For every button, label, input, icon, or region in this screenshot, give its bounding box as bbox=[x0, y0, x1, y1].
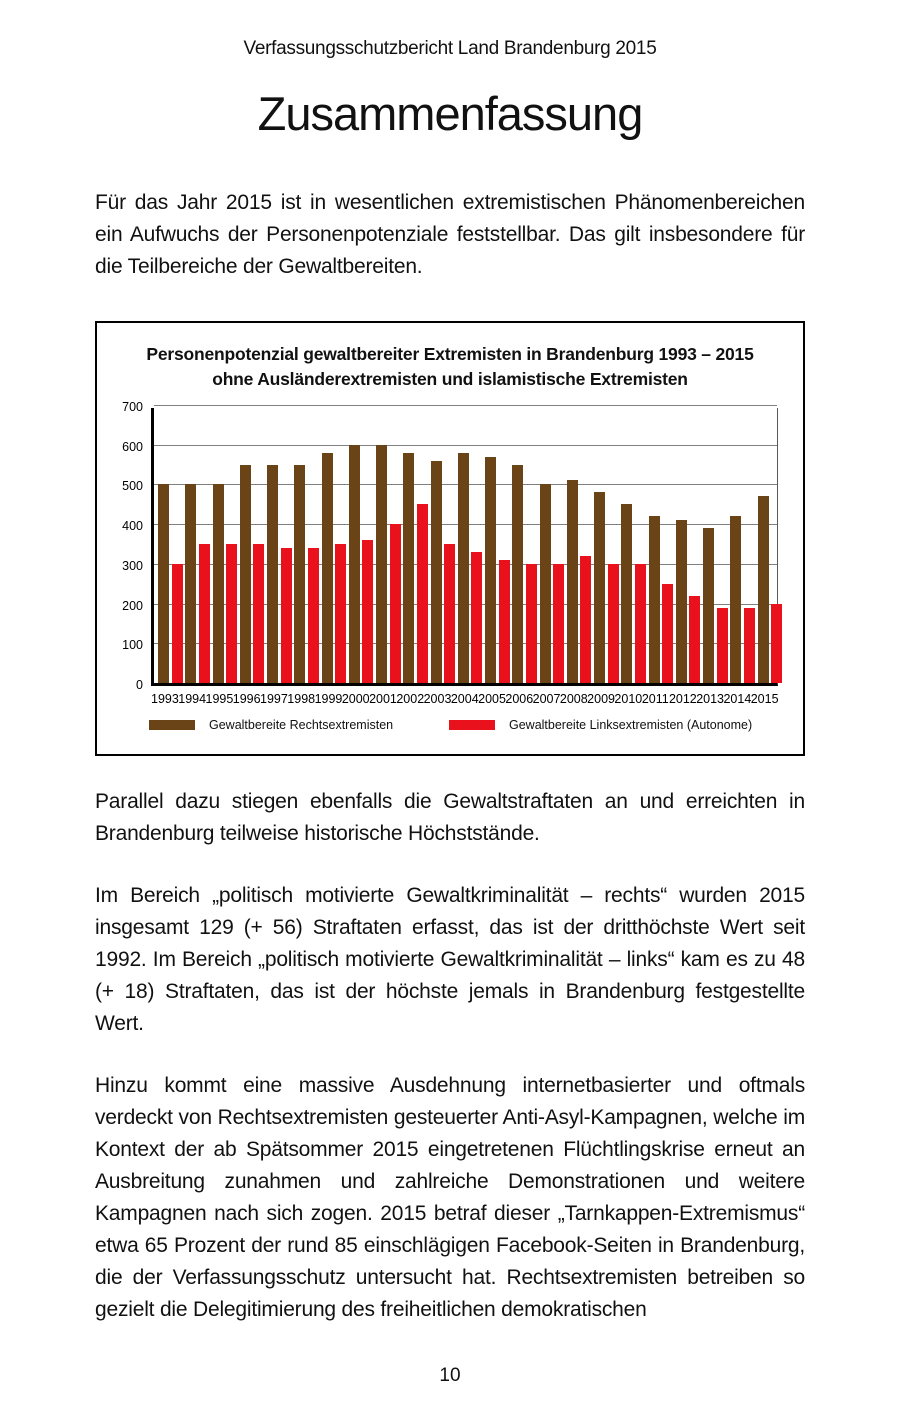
legend-swatch-brown bbox=[149, 720, 195, 730]
bar-rechtsextremisten-2000 bbox=[348, 444, 360, 683]
legend-item-linksextremisten: Gewaltbereite Linksextremisten (Autonome… bbox=[449, 718, 752, 732]
x-tick-2009: 2009 bbox=[587, 692, 615, 706]
plot-area bbox=[151, 405, 783, 686]
legend-label: Gewaltbereite Rechtsextremisten bbox=[209, 718, 394, 732]
bar-linksextremisten-2014 bbox=[743, 607, 755, 683]
bar-rechtsextremisten-1998 bbox=[294, 464, 306, 683]
page-title: Zusammenfassung bbox=[257, 87, 644, 140]
extremists-bar-chart: Personenpotenzial gewaltbereiter Extremi… bbox=[95, 321, 805, 756]
bar-rechtsextremisten-1997 bbox=[267, 464, 279, 683]
x-tick-2012: 2012 bbox=[668, 692, 697, 706]
bar-linksextremisten-1994 bbox=[198, 544, 210, 683]
bar-rechtsextremisten-2010 bbox=[621, 504, 633, 683]
x-tick-2008: 2008 bbox=[559, 692, 588, 706]
y-tick-500: 500 bbox=[122, 479, 143, 494]
bar-rechtsextremisten-2014 bbox=[730, 516, 742, 683]
bar-rechtsextremisten-2012 bbox=[675, 520, 687, 683]
bar-linksextremisten-2009 bbox=[607, 563, 619, 683]
y-tick-100: 100 bbox=[122, 638, 143, 653]
gridline-700 bbox=[154, 405, 777, 406]
chart-subtitle: ohne Ausländerextremisten und islamistis… bbox=[212, 369, 688, 389]
bar-linksextremisten-2012 bbox=[689, 595, 701, 683]
bar-rechtsextremisten-2011 bbox=[648, 516, 660, 683]
plot-wrap: 0 100 200 300 400 500 600 700 1993 1994 1995 1996 19… bbox=[122, 400, 783, 706]
bar-rechtsextremisten-1999 bbox=[321, 452, 333, 683]
y-tick-400: 400 bbox=[122, 519, 143, 534]
bar-linksextremisten-2003 bbox=[444, 544, 456, 683]
bar-linksextremisten-2007 bbox=[553, 563, 565, 683]
chart-title: Personenpotenzial gewaltbereiter Extremi… bbox=[146, 344, 754, 364]
bar-rechtsextremisten-1996 bbox=[239, 464, 251, 683]
x-tick-1997: 1997 bbox=[260, 692, 288, 706]
bar-linksextremisten-2005 bbox=[498, 559, 510, 683]
legend-label: Gewaltbereite Linksextremisten (Autonome… bbox=[509, 718, 753, 732]
bar-rechtsextremisten-2007 bbox=[539, 484, 551, 683]
x-tick-1994: 1994 bbox=[178, 692, 207, 706]
paragraph-internet-campaigns: Hinzu kommt eine massive Ausdehnung inte… bbox=[95, 1074, 805, 1321]
bar-rechtsextremisten-2008 bbox=[566, 480, 578, 683]
bar-linksextremisten-1993 bbox=[171, 563, 183, 683]
x-tick-2014: 2014 bbox=[723, 692, 752, 706]
bar-rechtsextremisten-1995 bbox=[212, 484, 224, 683]
y-tick-600: 600 bbox=[122, 439, 143, 454]
chart-legend: Gewaltbereite Rechtsextremisten Gewaltber… bbox=[149, 718, 803, 732]
bar-linksextremisten-2004 bbox=[471, 551, 483, 683]
bar-rechtsextremisten-1993 bbox=[158, 484, 169, 683]
x-tick-2001: 2001 bbox=[369, 692, 397, 706]
bar-linksextremisten-2001 bbox=[389, 524, 401, 683]
x-tick-2010: 2010 bbox=[614, 692, 643, 706]
bar-linksextremisten-2015 bbox=[771, 603, 783, 683]
bar-linksextremisten-1995 bbox=[226, 544, 238, 683]
legend-item-rechtsextremisten: Gewaltbereite Rechtsextremisten bbox=[149, 718, 449, 732]
x-tick-1999: 1999 bbox=[314, 692, 343, 706]
page-number: 10 bbox=[439, 1365, 461, 1386]
x-tick-1998: 1998 bbox=[287, 692, 316, 706]
x-tick-1995: 1995 bbox=[205, 692, 234, 706]
bar-rechtsextremisten-2001 bbox=[376, 444, 388, 683]
bar-rechtsextremisten-2013 bbox=[703, 528, 715, 683]
bar-linksextremisten-2011 bbox=[662, 583, 674, 683]
x-tick-2000: 2000 bbox=[341, 692, 370, 706]
x-tick-2011: 2011 bbox=[641, 692, 669, 706]
bar-rechtsextremisten-1994 bbox=[185, 484, 197, 683]
bar-rechtsextremisten-2003 bbox=[430, 460, 442, 683]
bar-rechtsextremisten-2015 bbox=[757, 496, 769, 683]
bar-linksextremisten-1998 bbox=[307, 547, 319, 683]
paragraph-summary-intro: Für das Jahr 2015 ist in wesentlichen ex… bbox=[95, 191, 805, 278]
bar-rechtsextremisten-2004 bbox=[457, 452, 469, 683]
bar-linksextremisten-2000 bbox=[362, 540, 374, 683]
x-tick-2004: 2004 bbox=[450, 692, 479, 706]
y-tick-200: 200 bbox=[122, 598, 143, 613]
bar-linksextremisten-2006 bbox=[525, 563, 537, 683]
bar-linksextremisten-2008 bbox=[580, 555, 592, 683]
bar-linksextremisten-1997 bbox=[280, 547, 292, 683]
x-tick-2002: 2002 bbox=[396, 692, 425, 706]
gridline-600 bbox=[154, 444, 777, 446]
y-tick-700: 700 bbox=[122, 400, 143, 414]
x-tick-2013: 2013 bbox=[696, 692, 725, 706]
bar-linksextremisten-2010 bbox=[634, 563, 646, 683]
x-tick-2005: 2005 bbox=[478, 692, 506, 706]
bar-rechtsextremisten-2009 bbox=[594, 492, 606, 683]
bar-linksextremisten-2013 bbox=[716, 607, 728, 683]
bar-linksextremisten-1996 bbox=[253, 544, 265, 683]
paragraph-crime-rise: Parallel dazu stiegen ebenfalls die Gewa… bbox=[95, 790, 805, 845]
bar-linksextremisten-1999 bbox=[335, 544, 347, 683]
x-tick-2007: 2007 bbox=[532, 692, 561, 706]
document-header: Verfassungsschutzbericht Land Brandenbur… bbox=[243, 38, 657, 59]
y-tick-0: 0 bbox=[136, 678, 143, 692]
x-tick-2015: 2015 bbox=[750, 692, 779, 706]
x-tick-1993: 1993 bbox=[151, 692, 179, 706]
bar-rechtsextremisten-2002 bbox=[403, 452, 415, 683]
bar-linksextremisten-2002 bbox=[416, 504, 428, 683]
legend-swatch-red bbox=[449, 720, 495, 730]
bar-rechtsextremisten-2006 bbox=[512, 464, 524, 683]
x-tick-2006: 2006 bbox=[505, 692, 534, 706]
x-tick-2003: 2003 bbox=[423, 692, 452, 706]
y-tick-300: 300 bbox=[122, 558, 143, 573]
x-tick-1996: 1996 bbox=[232, 692, 261, 706]
paragraph-crime-statistics: Im Bereich „politisch motivierte Gewaltk… bbox=[95, 884, 805, 1035]
bar-rechtsextremisten-2005 bbox=[485, 456, 497, 683]
